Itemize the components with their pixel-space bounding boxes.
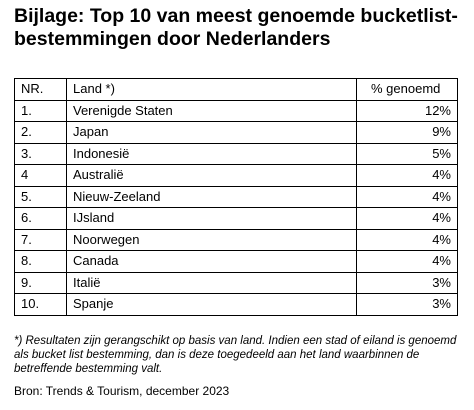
header-land: Land *) — [66, 78, 357, 101]
ranking-table-body: NR. Land *) % genoemd 1. Verenigde Staten… — [14, 78, 458, 316]
ranking-table: NR. Land *) % genoemd 1. Verenigde Staten… — [14, 78, 458, 316]
country-cell: Nieuw-Zeeland — [66, 185, 357, 208]
table-row: 3. Indonesië 5% — [14, 142, 458, 165]
percentage-cell: 5% — [356, 142, 458, 165]
header-percentage: % genoemd — [356, 78, 458, 101]
rank-cell: 3. — [14, 142, 67, 165]
country-cell: Japan — [66, 121, 357, 144]
percentage-cell: 4% — [356, 185, 458, 208]
rank-cell: 9. — [14, 271, 67, 294]
footnote: *) Resultaten zijn gerangschikt op basis… — [14, 335, 457, 375]
table-header-row: NR. Land *) % genoemd — [14, 78, 458, 101]
percentage-cell: 4% — [356, 207, 458, 230]
rank-cell: 10. — [14, 293, 67, 316]
document-title: Bijlage: Top 10 van meest genoemde bucke… — [14, 5, 458, 50]
country-cell: Noorwegen — [66, 228, 357, 251]
country-cell: Italië — [66, 271, 357, 294]
rank-cell: 7. — [14, 228, 67, 251]
table-row: 8. Canada 4% — [14, 250, 458, 273]
rank-cell: 4 — [14, 164, 67, 187]
header-nr: NR. — [14, 78, 67, 101]
rank-cell: 1. — [14, 99, 67, 122]
table-row: 5. Nieuw-Zeeland 4% — [14, 185, 458, 208]
country-cell: Verenigde Staten — [66, 99, 357, 122]
country-cell: Indonesië — [66, 142, 357, 165]
table-row: 7. Noorwegen 4% — [14, 228, 458, 251]
table-row: 10. Spanje 3% — [14, 293, 458, 316]
table-row: 1. Verenigde Staten 12% — [14, 99, 458, 122]
rank-cell: 2. — [14, 121, 67, 144]
country-cell: Canada — [66, 250, 357, 273]
country-cell: IJsland — [66, 207, 357, 230]
percentage-cell: 4% — [356, 228, 458, 251]
rank-cell: 5. — [14, 185, 67, 208]
table-row: 9. Italië 3% — [14, 271, 458, 294]
table-row: 4 Australië 4% — [14, 164, 458, 187]
percentage-cell: 4% — [356, 164, 458, 187]
percentage-cell: 9% — [356, 121, 458, 144]
percentage-cell: 4% — [356, 250, 458, 273]
percentage-cell: 3% — [356, 271, 458, 294]
country-cell: Spanje — [66, 293, 357, 316]
rank-cell: 6. — [14, 207, 67, 230]
percentage-cell: 3% — [356, 293, 458, 316]
table-row: 6. IJsland 4% — [14, 207, 458, 230]
percentage-cell: 12% — [356, 99, 458, 122]
source-line: Bron: Trends & Tourism, december 2023 — [14, 384, 230, 398]
rank-cell: 8. — [14, 250, 67, 273]
country-cell: Australië — [66, 164, 357, 187]
table-row: 2. Japan 9% — [14, 121, 458, 144]
